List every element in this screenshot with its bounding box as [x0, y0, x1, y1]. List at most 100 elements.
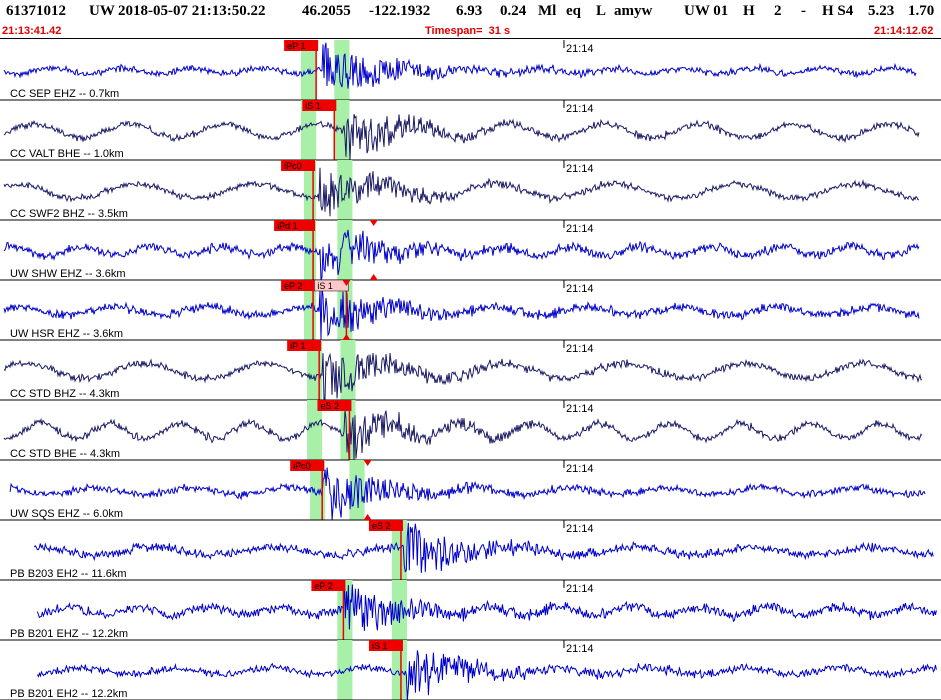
event-summary-line: 61371012 UW 2018-05-07 21:13:50.22 46.20… — [0, 3, 941, 23]
minute-label: 21:14 — [566, 343, 594, 355]
pick-label: eP 2 — [314, 581, 332, 591]
phase-window — [307, 340, 323, 400]
timespan: Timespan= 31 s — [425, 25, 511, 37]
header-divider — [0, 38, 941, 39]
channel-label: CC SWF2 BHZ -- 3.5km — [10, 208, 128, 220]
dash: - — [801, 3, 806, 19]
quality: H S4 — [822, 3, 854, 19]
channel-label: CC STD BHE -- 4.3km — [10, 448, 120, 460]
waveform-trace — [36, 581, 937, 631]
minute-label: 21:14 — [566, 163, 594, 175]
amp-marker — [342, 334, 351, 340]
waveform-trace — [3, 409, 923, 461]
waveform-trace — [33, 522, 934, 574]
channel-label: PB B201 EH2 -- 12.2km — [10, 688, 127, 700]
channel-label: CC STD BHZ -- 4.3km — [10, 388, 119, 400]
event-type: eq — [566, 3, 581, 19]
pick-label-box — [281, 160, 316, 171]
pick-label-box — [274, 220, 316, 231]
phase-window — [307, 400, 323, 460]
pick-label-box — [281, 280, 316, 291]
minute-label: 21:14 — [566, 223, 594, 235]
waveform-trace — [3, 229, 920, 281]
waveform-trace — [3, 167, 920, 217]
pick-label: eS 2 — [372, 521, 391, 531]
pick-label-box — [284, 40, 319, 51]
value-1: 5.23 — [868, 3, 895, 19]
pick-label: iS 1 — [372, 641, 388, 651]
channel-label: UW HSR EHZ -- 3.6km — [10, 328, 123, 340]
phase-window — [337, 220, 353, 280]
latitude: 46.2055 — [302, 3, 351, 19]
minute-label: 21:14 — [566, 103, 594, 115]
phase-window — [391, 520, 408, 580]
pick-label-box — [368, 520, 403, 531]
agency: UW 01 — [684, 3, 729, 19]
event-header: 61371012 UW 2018-05-07 21:13:50.22 46.20… — [0, 0, 941, 40]
end-time: 21:14:12.62 — [874, 25, 934, 37]
amp-marker — [342, 280, 351, 286]
pick-label-box — [290, 460, 325, 471]
phase-window — [340, 400, 356, 460]
pick-label: eP 1 — [287, 41, 305, 51]
phase-window — [337, 160, 353, 220]
depth: 6.93 — [456, 3, 483, 19]
pick-label: iPc0 — [293, 461, 311, 471]
pick-label: iPd 1 — [277, 221, 298, 231]
minute-label: 21:14 — [566, 43, 594, 55]
count: 2 — [774, 3, 782, 19]
amp-marker — [363, 460, 372, 466]
pick-label-box — [314, 279, 349, 292]
minute-label: 21:14 — [566, 583, 594, 595]
pick-label: iS 1 — [317, 281, 333, 291]
phase-window — [391, 640, 408, 700]
phase-window — [300, 100, 317, 160]
channel-label: UW SHW EHZ -- 3.6km — [10, 268, 126, 280]
start-time: 21:13:41.42 — [2, 25, 62, 37]
waveform-trace — [9, 467, 926, 521]
minute-label: 21:14 — [566, 523, 594, 535]
network: UW — [89, 3, 115, 19]
longitude: -122.1932 — [369, 3, 431, 19]
pick-label-box — [368, 640, 403, 651]
minute-label: 21:14 — [566, 463, 594, 475]
waveform-trace — [3, 352, 922, 401]
magnitude-type: Ml — [538, 3, 557, 19]
channel-label: PB B203 EH2 -- 11.6km — [10, 568, 127, 580]
phase-window — [337, 640, 353, 700]
minute-label: 21:14 — [566, 283, 594, 295]
minute-label: 21:14 — [566, 403, 594, 415]
phase-window — [391, 580, 408, 640]
pick-label: iPc0 — [284, 161, 302, 171]
magnitude: 0.24 — [500, 3, 527, 19]
amp-marker — [369, 220, 378, 226]
pick-label-box — [311, 580, 346, 591]
pick-label-box — [302, 100, 337, 111]
pick-label-box — [317, 400, 352, 411]
waveform-panel[interactable]: 21:14 eP 1 CC SEP EHZ -- 0.7km 21:14 iS 1 CC … — [0, 40, 941, 700]
channel-label: UW SQS EHZ -- 6.0km — [10, 508, 123, 520]
phase-window — [337, 280, 353, 340]
value-2: 1.70 — [908, 3, 935, 19]
flag-h: H — [743, 3, 755, 19]
pick-label: iP 1 — [290, 341, 305, 351]
pick-label-box — [287, 340, 322, 351]
channel-label: CC VALT BHE -- 1.0km — [10, 148, 124, 160]
waveform-trace — [3, 113, 920, 160]
phase-window — [340, 340, 356, 400]
minute-label: 21:14 — [566, 643, 594, 655]
waveform-trace — [36, 650, 937, 700]
review-status: L — [596, 3, 607, 19]
pick-label: iS 1 — [305, 101, 321, 111]
amp-marker — [369, 274, 378, 280]
pick-label: eS 2 — [320, 401, 339, 411]
origin-time: 2018-05-07 21:13:50.22 — [118, 3, 266, 19]
waveform-trace — [3, 287, 920, 341]
channel-label: PB B201 EHZ -- 12.2km — [10, 628, 128, 640]
waveform-trace — [3, 42, 917, 89]
channel-label: CC SEP EHZ -- 0.7km — [10, 88, 119, 100]
pick-label: eP 2 — [284, 281, 302, 291]
amp-marker — [363, 514, 372, 520]
analyst: amyw — [614, 3, 653, 19]
event-id: 61371012 — [6, 3, 66, 19]
